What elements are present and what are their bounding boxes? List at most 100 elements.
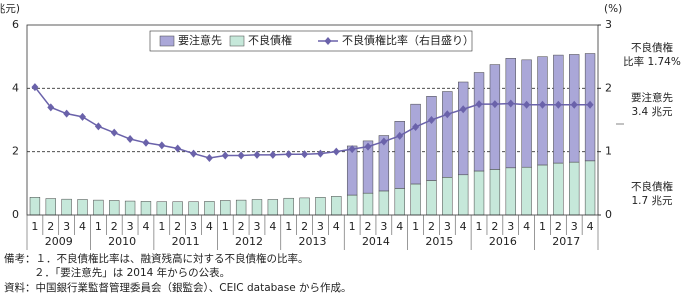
legend-label: 不良債権比率（右目盛り） [342, 33, 474, 47]
bar-special-mention [378, 135, 390, 192]
y-tick-label: 4 [12, 81, 19, 94]
y2-tick-label: 3 [605, 18, 612, 31]
ratio-marker [570, 100, 578, 109]
x-tick-label: 1 [539, 220, 546, 233]
bar-npl [220, 200, 231, 216]
x-tick-label: 3 [63, 220, 70, 233]
x-tick-label: 1 [222, 220, 229, 233]
ratio-marker [237, 151, 245, 160]
ratio-marker [253, 150, 261, 159]
x-tick-label: 3 [507, 220, 514, 233]
legend-label: 不良債権 [248, 33, 292, 47]
year-label: 2012 [235, 235, 263, 248]
bar-npl [235, 199, 247, 216]
annotation: 1.7 兆元 [631, 195, 673, 207]
ratio-marker [285, 150, 293, 159]
legend-swatch [159, 35, 175, 47]
x-tick-label: 1 [412, 220, 419, 233]
year-label: 2017 [552, 235, 580, 248]
x-tick-label: 3 [253, 220, 260, 233]
bar-npl [172, 201, 183, 216]
y2-tick-label: 0 [605, 208, 612, 221]
ratio-marker [190, 149, 198, 158]
x-tick-label: 1 [158, 220, 165, 233]
bar-special-mention [442, 91, 453, 178]
x-tick-label: 2 [47, 220, 54, 233]
x-tick-label: 2 [428, 220, 435, 233]
x-tick-label: 2 [301, 220, 308, 233]
bar-npl [315, 197, 326, 216]
ratio-marker [523, 100, 531, 109]
bar-npl [378, 190, 390, 216]
y2-tick-label: 1 [605, 145, 612, 158]
y2-tick-label: 2 [605, 81, 612, 94]
bar-npl [188, 201, 199, 216]
ratio-marker [47, 103, 55, 112]
annotation: 要注意先 [631, 91, 673, 104]
legend-swatch [229, 35, 245, 47]
ratio-marker [158, 141, 166, 150]
ratio-marker [396, 131, 404, 140]
y-tick-label: 2 [12, 145, 19, 158]
ratio-marker [316, 149, 324, 158]
ratio-marker [332, 147, 340, 156]
x-tick-label: 2 [174, 220, 181, 233]
bar-special-mention [537, 56, 548, 166]
bar-npl [283, 197, 294, 216]
bar-npl [61, 198, 72, 216]
y-tick-label: 6 [12, 18, 19, 31]
ratio-marker [142, 138, 150, 147]
ratio-marker [380, 137, 388, 146]
bar-npl [346, 194, 358, 216]
bar-npl [394, 188, 405, 216]
bar-npl [204, 201, 215, 216]
ratio-marker [301, 150, 309, 159]
ratio-marker [94, 122, 102, 131]
ratio-marker [491, 100, 499, 109]
bar-special-mention [489, 64, 501, 170]
bar-npl [77, 199, 88, 216]
bar-npl [299, 197, 310, 216]
x-tick-label: 1 [285, 220, 292, 233]
x-tick-label: 4 [79, 220, 86, 233]
x-tick-label: 3 [127, 220, 134, 233]
x-tick-label: 2 [238, 220, 245, 233]
ratio-marker [110, 128, 118, 137]
bar-npl [362, 192, 374, 216]
bar-npl [45, 198, 56, 216]
bar-special-mention [346, 145, 358, 196]
legend-label: 要注意先 [178, 33, 222, 47]
bar-special-mention [553, 54, 564, 164]
bar-special-mention [394, 121, 405, 189]
ratio-marker [348, 145, 356, 154]
bar-npl [251, 199, 263, 216]
x-tick-label: 4 [460, 220, 467, 233]
bar-npl [521, 166, 532, 216]
year-label: 2014 [362, 235, 390, 248]
x-tick-label: 4 [206, 220, 213, 233]
y2-unit: (%) [604, 3, 622, 15]
x-tick-label: 2 [111, 220, 118, 233]
bar-npl [410, 183, 421, 216]
x-tick-label: 4 [587, 220, 594, 233]
x-tick-label: 1 [31, 220, 38, 233]
year-label: 2010 [108, 235, 136, 248]
bar-npl [93, 199, 104, 216]
year-label: 2009 [45, 235, 73, 248]
bar-npl [473, 170, 485, 216]
bar-npl [489, 169, 501, 216]
x-tick-label: 4 [269, 220, 276, 233]
bar-special-mention [521, 59, 532, 168]
bar-npl [140, 201, 152, 216]
x-tick-label: 1 [476, 220, 483, 233]
x-tick-label: 4 [523, 220, 530, 233]
ratio-marker [586, 100, 594, 109]
x-tick-label: 4 [333, 220, 340, 233]
bar-npl [124, 200, 136, 216]
bar-npl [569, 161, 580, 216]
bar-npl [426, 180, 437, 216]
year-label: 2016 [489, 235, 517, 248]
ratio-marker [126, 135, 134, 143]
bar-npl [505, 167, 516, 216]
annotation: 比率 1.74% [623, 55, 681, 68]
